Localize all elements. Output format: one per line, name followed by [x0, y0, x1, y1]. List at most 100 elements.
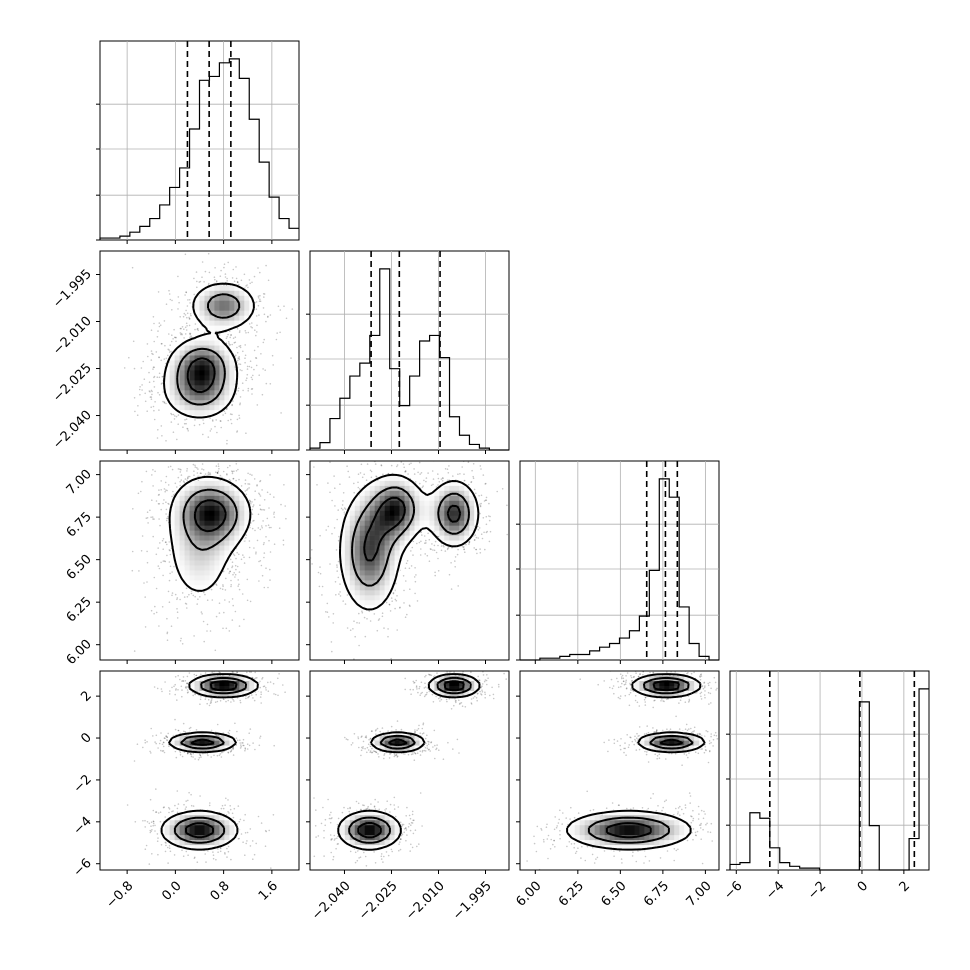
sample-point: [180, 469, 182, 471]
panel-inner: [123, 252, 294, 445]
density-cell: [219, 360, 225, 366]
density-cell: [234, 530, 240, 536]
density-cell: [414, 490, 420, 497]
density-cell: [194, 555, 200, 561]
density-cell: [179, 495, 185, 502]
density-cell: [189, 560, 195, 566]
sample-point: [158, 376, 161, 379]
sample-point: [259, 495, 262, 497]
sample-point: [321, 585, 324, 588]
sample-point: [184, 602, 187, 605]
sample-point: [216, 472, 219, 474]
sample-point: [256, 404, 259, 406]
sample-point: [485, 523, 488, 526]
density-cell: [464, 490, 470, 497]
sample-point: [253, 519, 255, 522]
density-cell: [379, 490, 385, 497]
density-cell: [174, 525, 180, 531]
density-cell: [214, 315, 220, 321]
sample-point: [216, 472, 219, 474]
sample-point: [207, 471, 210, 474]
sample-point: [183, 328, 185, 330]
sample-point: [410, 550, 412, 552]
sample-point: [261, 527, 263, 529]
sample-point: [222, 470, 225, 473]
sample-point: [246, 578, 249, 581]
sample-point: [207, 252, 210, 255]
sample-point: [232, 604, 234, 607]
density-cell: [209, 570, 215, 576]
sample-point: [164, 344, 166, 347]
density-cell: [229, 310, 235, 316]
sample-point: [433, 461, 435, 462]
density-cell: [214, 515, 220, 521]
density-cell: [224, 555, 230, 561]
sample-point: [169, 465, 172, 468]
sample-point: [335, 549, 338, 551]
density-cell: [449, 485, 455, 492]
density-cell: [384, 500, 390, 507]
sample-point: [416, 600, 419, 602]
density-cell: [224, 520, 230, 526]
sample-point: [421, 534, 423, 536]
sample-point: [213, 276, 216, 278]
sample-point: [332, 613, 335, 615]
density-cell: [179, 390, 185, 396]
density-cell: [214, 320, 220, 326]
density-cell: [199, 520, 205, 526]
sample-point: [185, 418, 188, 420]
sample-point: [247, 455, 249, 457]
sample-point: [237, 390, 240, 392]
sample-point: [474, 539, 476, 541]
density-cell: [189, 490, 195, 497]
sample-point: [277, 305, 280, 308]
density-cell: [204, 540, 210, 546]
sample-point: [319, 572, 322, 575]
density-cell: [204, 520, 210, 526]
density-cell: [204, 285, 210, 292]
sample-point: [333, 475, 335, 477]
sample-point: [158, 409, 160, 411]
density-cell: [449, 480, 455, 487]
density-cell: [189, 500, 195, 507]
sample-point: [233, 342, 236, 344]
density-cell: [194, 530, 200, 536]
sample-point: [244, 490, 247, 492]
density-cell: [434, 490, 440, 497]
sample-point: [161, 435, 163, 437]
sample-point: [454, 566, 456, 568]
sample-point: [158, 394, 161, 396]
sample-point: [238, 417, 241, 419]
sample-point: [244, 482, 247, 485]
sample-point: [165, 489, 167, 491]
sample-point: [189, 302, 191, 304]
sample-point: [168, 579, 171, 582]
density-cell: [204, 405, 210, 411]
sample-point: [263, 313, 266, 316]
sample-point: [467, 483, 470, 486]
sample-point: [157, 494, 160, 496]
density-cell: [244, 295, 250, 302]
sample-point: [275, 338, 278, 341]
sample-point: [151, 352, 153, 355]
density-cell: [204, 410, 210, 416]
sample-point: [433, 549, 436, 552]
sample-point: [141, 480, 143, 483]
sample-point: [247, 286, 249, 289]
density-cell: [214, 365, 220, 371]
density-cell: [194, 360, 200, 366]
sample-point: [240, 279, 243, 282]
density-cell: [409, 480, 415, 487]
density-cell: [444, 500, 450, 507]
sample-point: [278, 527, 281, 529]
sample-point: [311, 549, 313, 551]
sample-point: [159, 524, 161, 527]
sample-point: [183, 596, 186, 598]
sample-point: [468, 541, 471, 543]
sample-point: [357, 486, 360, 489]
sample-point: [251, 281, 253, 284]
density-cell: [244, 505, 250, 512]
sample-point: [168, 351, 171, 353]
density-cell: [229, 300, 235, 307]
sample-point: [360, 463, 363, 466]
